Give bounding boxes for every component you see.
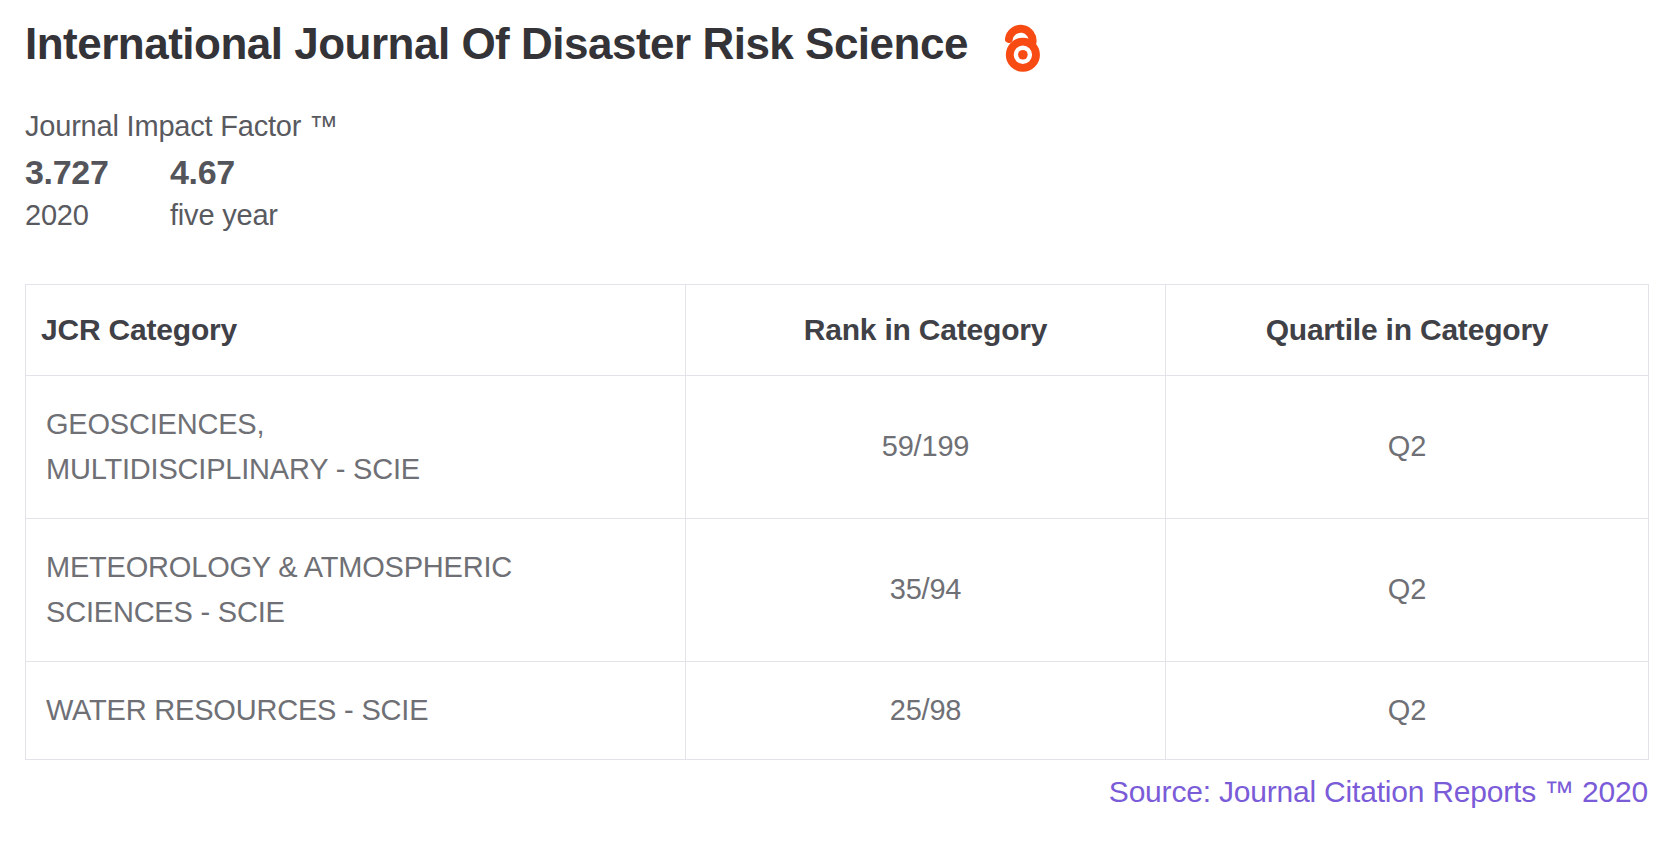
rank-cell: 35/94 [686, 518, 1166, 661]
quartile-cell: Q2 [1166, 518, 1649, 661]
journal-title: International Journal Of Disaster Risk S… [25, 19, 968, 70]
category-cell: METEOROLOGY & ATMOSPHERIC SCIENCES - SCI… [26, 518, 686, 661]
source-link[interactable]: Source: Journal Citation Reports ™ 2020 [25, 775, 1648, 809]
table-header-row: JCR Category Rank in Category Quartile i… [26, 285, 1649, 376]
impact-factor-current-caption: 2020 [25, 199, 170, 232]
impact-factor-five-year-value: 4.67 [170, 153, 1648, 192]
journal-impact-factor-label: Journal Impact Factor ™ [25, 110, 1648, 143]
title-row: International Journal Of Disaster Risk S… [25, 14, 1648, 74]
column-header-quartile-in-category: Quartile in Category [1166, 285, 1649, 376]
impact-factor-current-value: 3.727 [25, 153, 170, 192]
open-access-icon[interactable] [994, 18, 1050, 74]
rank-cell: 59/199 [686, 376, 1166, 519]
table-row: WATER RESOURCES - SCIE 25/98 Q2 [26, 661, 1649, 759]
column-header-jcr-category: JCR Category [26, 285, 686, 376]
quartile-cell: Q2 [1166, 661, 1649, 759]
impact-factor-values: 3.727 4.67 2020 five year [25, 153, 1648, 232]
category-cell: WATER RESOURCES - SCIE [26, 661, 686, 759]
journal-impact-card: International Journal Of Disaster Risk S… [0, 0, 1673, 841]
column-header-rank-in-category: Rank in Category [686, 285, 1166, 376]
quartile-cell: Q2 [1166, 376, 1649, 519]
impact-factor-five-year-caption: five year [170, 199, 1648, 232]
table-row: METEOROLOGY & ATMOSPHERIC SCIENCES - SCI… [26, 518, 1649, 661]
category-cell: GEOSCIENCES, MULTIDISCIPLINARY - SCIE [26, 376, 686, 519]
table-row: GEOSCIENCES, MULTIDISCIPLINARY - SCIE 59… [26, 376, 1649, 519]
jcr-category-table: JCR Category Rank in Category Quartile i… [25, 284, 1649, 760]
rank-cell: 25/98 [686, 661, 1166, 759]
